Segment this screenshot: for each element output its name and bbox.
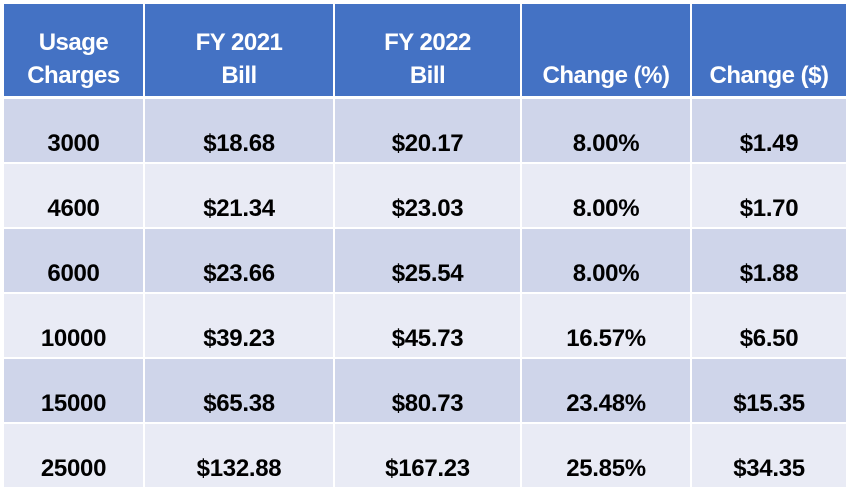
cell-change-dollar: $1.70 — [691, 163, 846, 229]
cell-usage-charges: 10000 — [4, 293, 145, 359]
cell-fy2022-bill: $25.54 — [334, 228, 522, 294]
header-line: Charges — [27, 62, 120, 89]
table-header: Usage Charges FY 2021 Bill FY 2022 Bill … — [4, 4, 846, 99]
cell-change-percent: 25.85% — [521, 423, 692, 489]
table-row: 25000 $132.88 $167.23 25.85% $34.35 — [4, 423, 846, 489]
cell-fy2022-bill: $45.73 — [334, 293, 522, 359]
cell-fy2021-bill: $39.23 — [144, 293, 335, 359]
header-line: FY 2021 — [195, 29, 283, 56]
cell-change-percent: 23.48% — [521, 358, 692, 424]
rate-comparison-table: Usage Charges FY 2021 Bill FY 2022 Bill … — [4, 4, 846, 489]
header-fy2021-bill: FY 2021 Bill — [144, 4, 335, 99]
cell-change-percent: 8.00% — [521, 228, 692, 294]
header-line: FY 2022 — [384, 29, 471, 56]
header-fy2022-bill: FY 2022 Bill — [334, 4, 522, 99]
cell-usage-charges: 3000 — [4, 97, 145, 164]
table-body: 3000 $18.68 $20.17 8.00% $1.49 4600 $21.34 $23.… — [4, 97, 846, 489]
cell-fy2022-bill: $80.73 — [334, 358, 522, 424]
cell-change-dollar: $15.35 — [691, 358, 846, 424]
cell-usage-charges: 15000 — [4, 358, 145, 424]
cell-change-percent: 8.00% — [521, 97, 692, 164]
table-row: 4600 $21.34 $23.03 8.00% $1.70 — [4, 163, 846, 229]
cell-usage-charges: 25000 — [4, 423, 145, 489]
cell-fy2021-bill: $132.88 — [144, 423, 335, 489]
cell-fy2021-bill: $65.38 — [144, 358, 335, 424]
cell-usage-charges: 4600 — [4, 163, 145, 229]
header-line: Bill — [221, 62, 257, 89]
header-change-dollar: Change ($) — [691, 4, 846, 99]
header-line: Bill — [409, 62, 446, 89]
header-line: Usage — [38, 29, 109, 56]
cell-fy2021-bill: $21.34 — [144, 163, 335, 229]
cell-change-dollar: $1.49 — [691, 97, 846, 164]
header-line: Change (%) — [542, 62, 671, 89]
cell-fy2022-bill: $167.23 — [334, 423, 522, 489]
header-usage-charges: Usage Charges — [4, 4, 145, 99]
cell-change-dollar: $34.35 — [691, 423, 846, 489]
cell-fy2022-bill: $23.03 — [334, 163, 522, 229]
cell-usage-charges: 6000 — [4, 228, 145, 294]
table-row: 3000 $18.68 $20.17 8.00% $1.49 — [4, 97, 846, 164]
cell-change-dollar: $6.50 — [691, 293, 846, 359]
cell-change-dollar: $1.88 — [691, 228, 846, 294]
table-row: 10000 $39.23 $45.73 16.57% $6.50 — [4, 293, 846, 359]
table-row: 15000 $65.38 $80.73 23.48% $15.35 — [4, 358, 846, 424]
cell-fy2021-bill: $18.68 — [144, 97, 335, 164]
table-row: 6000 $23.66 $25.54 8.00% $1.88 — [4, 228, 846, 294]
cell-fy2022-bill: $20.17 — [334, 97, 522, 164]
header-line: Change ($) — [709, 62, 829, 89]
cell-change-percent: 8.00% — [521, 163, 692, 229]
cell-change-percent: 16.57% — [521, 293, 692, 359]
header-change-percent: Change (%) — [521, 4, 692, 99]
header-row: Usage Charges FY 2021 Bill FY 2022 Bill … — [4, 4, 846, 99]
cell-fy2021-bill: $23.66 — [144, 228, 335, 294]
